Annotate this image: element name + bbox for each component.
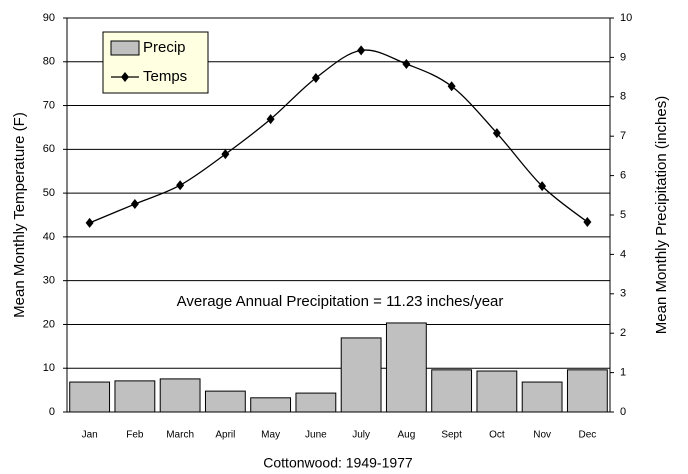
y2-tick-label: 10: [620, 12, 632, 24]
x-tick-label: Dec: [578, 430, 596, 441]
y-tick-label: 60: [43, 143, 55, 155]
x-tick-label: May: [261, 430, 280, 441]
x-axis-label: Cottonwood: 1949-1977: [263, 455, 413, 471]
x-tick-label: Sept: [441, 430, 462, 441]
x-tick-label: June: [305, 430, 327, 441]
bar: [114, 380, 156, 413]
legend-label: Precip: [143, 39, 186, 56]
legend-swatch: [110, 40, 140, 56]
x-tick-label: April: [215, 430, 235, 441]
y-tick-label: 20: [43, 318, 55, 330]
y2-tick-label: 9: [620, 51, 626, 63]
y-tick-label: 30: [43, 275, 55, 287]
annotation: Average Annual Precipitation = 11.23 inc…: [177, 293, 504, 310]
y-tick-label: 10: [43, 362, 55, 374]
marker: [447, 81, 456, 92]
y2-tick-label: 4: [620, 248, 626, 260]
marker: [538, 181, 547, 192]
y-tick-label: 70: [43, 99, 55, 111]
bar: [476, 370, 518, 413]
marker: [176, 180, 185, 191]
bar: [250, 397, 292, 413]
y-tick-label: 90: [43, 12, 55, 24]
legend-marker: [121, 72, 129, 82]
y2-tick-label: 2: [620, 327, 626, 339]
y-tick-label: 40: [43, 231, 55, 243]
y2-tick-label: 1: [620, 367, 626, 379]
bar: [385, 322, 427, 413]
y2-tick-label: 3: [620, 288, 626, 300]
y-tick-label: 0: [49, 406, 55, 418]
bar: [340, 337, 382, 413]
y-tick-label: 50: [43, 187, 55, 199]
marker: [402, 58, 411, 69]
bar: [431, 369, 473, 413]
marker: [357, 45, 366, 56]
y2-tick-label: 0: [620, 406, 626, 418]
bar: [69, 381, 111, 413]
bar: [204, 390, 246, 413]
bar: [566, 369, 608, 413]
marker: [130, 199, 139, 210]
y2-axis-label: Mean Monthly Precipitation (inches): [653, 96, 670, 334]
marker: [266, 114, 275, 125]
marker: [583, 217, 592, 228]
x-tick-label: Aug: [397, 430, 415, 441]
x-tick-label: March: [166, 430, 194, 441]
y-tick-label: 80: [43, 56, 55, 68]
x-tick-label: Oct: [489, 430, 505, 441]
y2-tick-label: 8: [620, 91, 626, 103]
y2-tick-label: 6: [620, 170, 626, 182]
x-tick-label: Nov: [533, 430, 551, 441]
y-axis-label: Mean Monthly Temperature (F): [11, 112, 28, 318]
marker: [221, 149, 230, 160]
marker: [311, 72, 320, 83]
bar: [295, 392, 337, 413]
x-tick-label: Jan: [82, 430, 98, 441]
x-tick-label: July: [352, 430, 370, 441]
marker: [85, 217, 94, 228]
bar: [159, 378, 201, 413]
x-tick-label: Feb: [126, 430, 144, 441]
y2-tick-label: 7: [620, 130, 626, 142]
legend-label: Temps: [143, 68, 187, 85]
bar: [521, 381, 563, 413]
y2-tick-label: 5: [620, 209, 626, 221]
marker: [492, 128, 501, 139]
